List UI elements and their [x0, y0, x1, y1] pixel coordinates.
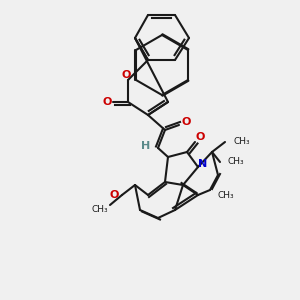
- Text: O: O: [102, 97, 112, 107]
- Text: N: N: [198, 159, 208, 169]
- Text: CH₃: CH₃: [228, 158, 244, 166]
- Text: CH₃: CH₃: [233, 137, 250, 146]
- Text: O: O: [181, 117, 191, 127]
- Text: O: O: [109, 190, 119, 200]
- Text: CH₃: CH₃: [218, 190, 235, 200]
- Text: H: H: [141, 141, 151, 151]
- Text: CH₃: CH₃: [92, 205, 108, 214]
- Text: O: O: [121, 70, 131, 80]
- Text: O: O: [195, 132, 205, 142]
